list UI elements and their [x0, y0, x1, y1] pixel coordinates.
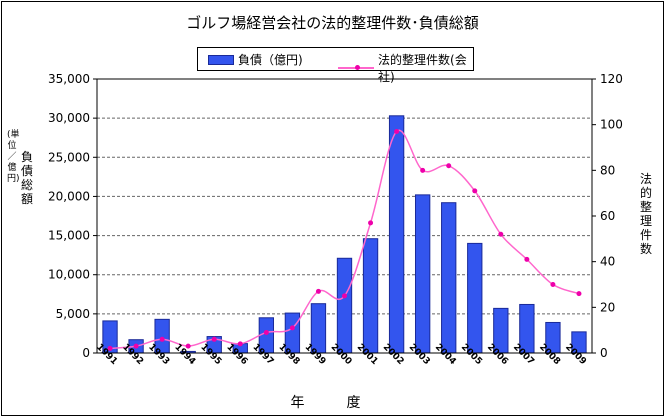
- line-point: [394, 129, 400, 135]
- line-point: [524, 256, 530, 262]
- right-tick-label: 0: [600, 346, 608, 360]
- right-tick-label: 100: [600, 118, 623, 132]
- legend-line-swatch: [338, 63, 375, 73]
- left-axis-title: 負債総額: [20, 150, 33, 206]
- legend-label-debt: 負債（億円): [238, 53, 303, 67]
- line-point: [498, 231, 504, 237]
- line-point: [342, 293, 347, 299]
- line-point: [263, 329, 269, 335]
- left-tick-label: 35,000: [48, 72, 90, 86]
- line-point: [368, 220, 374, 226]
- plot-border: [96, 78, 593, 354]
- bar: [388, 115, 405, 354]
- line-point: [550, 282, 556, 287]
- left-tick-label: 15,000: [48, 229, 90, 243]
- right-tick-label: 80: [600, 163, 615, 177]
- line-point: [315, 288, 321, 294]
- line-point: [472, 188, 478, 194]
- line-point: [237, 341, 243, 347]
- right-tick-label: 120: [600, 72, 623, 86]
- x-axis-title: 年 度: [290, 395, 375, 411]
- chart-title: ゴルフ場経営会社の法的整理件数･負債総額: [186, 14, 479, 32]
- bar: [336, 257, 353, 354]
- line-point: [576, 291, 582, 297]
- line-point: [420, 167, 426, 173]
- left-tick-label: 25,000: [48, 150, 90, 164]
- left-tick-label: 0: [82, 346, 90, 360]
- left-axis-unit: (単位／億円): [7, 130, 20, 184]
- left-tick-label: 30,000: [48, 111, 90, 125]
- right-tick-label: 20: [600, 300, 615, 314]
- right-tick-label: 60: [600, 209, 615, 223]
- bar: [441, 202, 457, 354]
- line-point: [159, 336, 165, 342]
- left-tick-label: 5,000: [56, 307, 90, 321]
- right-tick-label: 40: [600, 255, 615, 269]
- bar: [467, 242, 483, 354]
- left-tick-label: 10,000: [48, 268, 90, 282]
- bar: [362, 238, 379, 354]
- line-point: [446, 163, 452, 169]
- left-tick-label: 20,000: [48, 189, 90, 203]
- line-point: [133, 343, 139, 349]
- line-point: [107, 345, 113, 351]
- right-axis-title: 法的整理件数: [639, 172, 652, 256]
- chart-legend: 負債（億円) 法的整理件数(会社): [197, 47, 474, 84]
- legend-item-cases: 法的整理件数(会社): [338, 51, 473, 85]
- bar: [414, 194, 431, 354]
- legend-bar-swatch: [208, 54, 234, 65]
- legend-label-cases: 法的整理件数(会社): [378, 53, 467, 84]
- legend-item-debt: 負債（億円): [208, 51, 303, 68]
- line-point: [289, 325, 295, 331]
- line-point: [185, 343, 191, 349]
- line-point: [211, 336, 217, 342]
